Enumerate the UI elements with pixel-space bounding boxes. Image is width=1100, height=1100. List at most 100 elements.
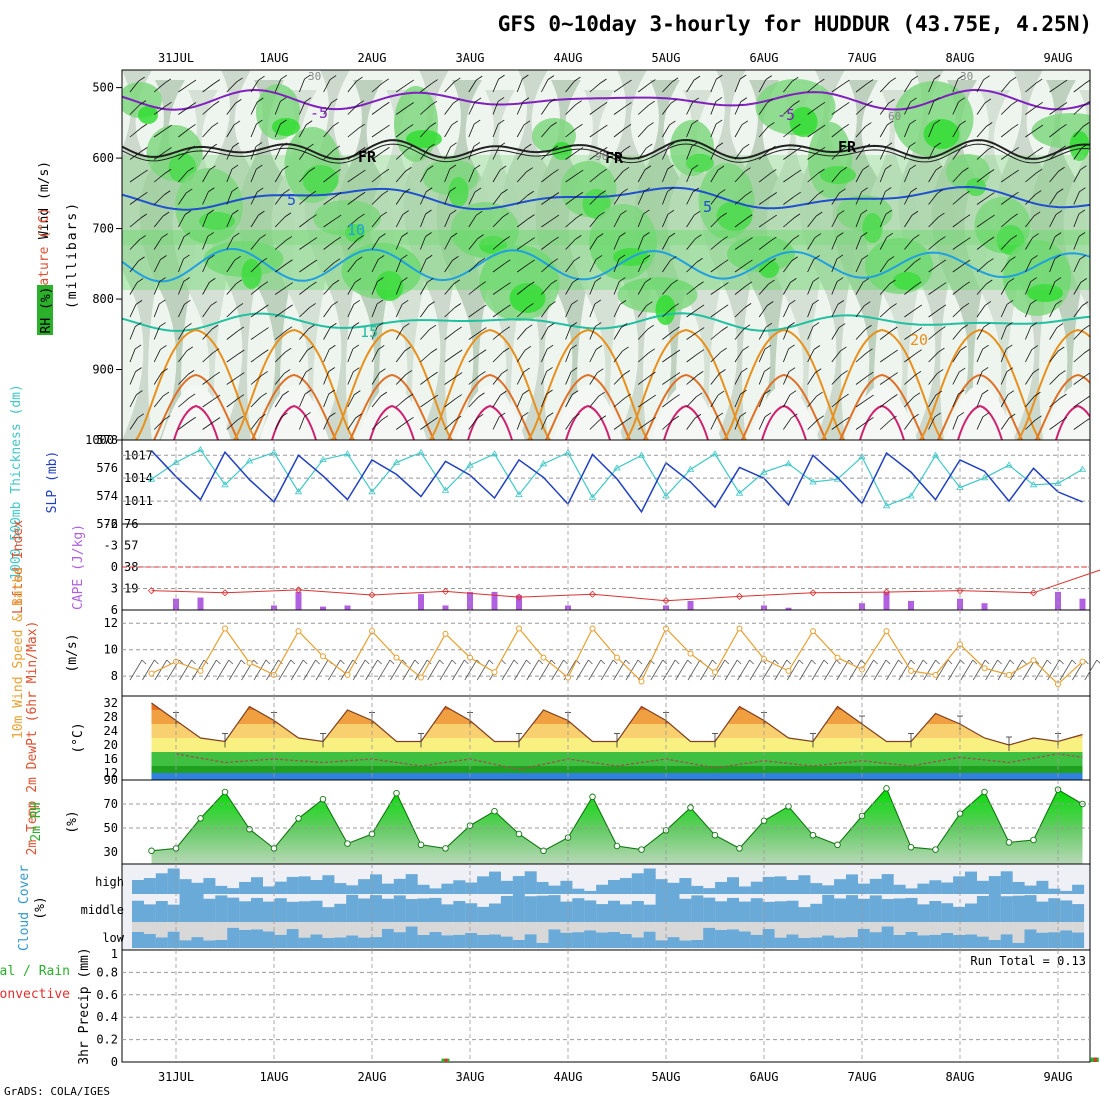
wind-barb-flag: [211, 122, 219, 128]
cloud-low-gap: [643, 922, 656, 932]
wind-barb-flag: [817, 190, 824, 195]
wind-barb-flag: [841, 370, 848, 375]
wind-barb: [879, 168, 886, 183]
wind-barb: [129, 282, 138, 295]
wind-speed-point: [344, 671, 351, 678]
wind-barb-flag: [1030, 277, 1037, 282]
wind-barb-flag: [1008, 413, 1016, 419]
wind-barb-flag: [306, 346, 314, 351]
wind-barb-flag: [637, 659, 643, 665]
wind-barbs: [129, 74, 1090, 430]
wind-barb: [855, 147, 865, 160]
contour-label: FR: [605, 149, 624, 167]
wind-barb: [468, 191, 476, 205]
wind-barb-flag: [513, 659, 519, 665]
wind-barb: [541, 240, 553, 250]
wind-barb: [952, 328, 963, 340]
wind-barb-flag: [479, 304, 487, 310]
wind-barb: [250, 79, 259, 93]
wind-barb-flag: [452, 256, 459, 261]
thickness-point: [196, 446, 205, 453]
cloud-low-gap: [322, 922, 335, 938]
cloud-column: [132, 900, 144, 922]
wind-barb: [734, 124, 743, 138]
wind-barb-flag: [284, 212, 292, 218]
wind-barb-flag: [898, 659, 903, 665]
cloud-low-gap: [465, 922, 478, 933]
rh-blob-strong: [138, 106, 158, 124]
wind-barb-flag: [770, 192, 777, 197]
wind-barb-flag: [673, 394, 680, 399]
wind-barb: [347, 217, 359, 228]
wind-barb: [952, 78, 959, 93]
wind-speed-point: [834, 654, 841, 661]
cape-bar: [785, 607, 792, 610]
wind-barb: [734, 307, 746, 318]
wind-barb: [1073, 259, 1081, 273]
cloud-column: [429, 897, 442, 922]
wind-barb-flag: [315, 659, 320, 665]
rh-point: [295, 815, 302, 822]
wind-barb: [541, 262, 553, 273]
wind-barb-flag: [165, 101, 172, 107]
wind-barb: [444, 103, 454, 115]
wind-barb-flag: [812, 277, 820, 282]
cloud-column: [929, 901, 942, 922]
wind-barb: [565, 195, 578, 205]
wind-barb-flag: [600, 78, 607, 84]
wind-barb-flag: [1059, 145, 1066, 151]
wind-barb: [1025, 128, 1038, 138]
wind-barb-flag: [1060, 102, 1068, 107]
wind-barb: [783, 417, 792, 430]
wind-barb: [1073, 213, 1080, 228]
cloud-column: [477, 876, 490, 894]
wind-barb-flag: [310, 259, 318, 265]
wind-barb: [390, 659, 403, 681]
wind-barb: [129, 260, 139, 273]
wind-barb-flag: [479, 281, 486, 287]
wind-barb-flag: [1079, 187, 1086, 193]
wind-barb-flag: [911, 75, 918, 81]
wind-barb: [831, 83, 844, 93]
wind-barb: [371, 151, 384, 160]
wind-barb-flag: [161, 233, 168, 239]
contour-minus5: [122, 88, 1090, 111]
wind-barb: [468, 261, 480, 273]
wind-barb-flag: [253, 659, 258, 665]
wind-barb: [371, 303, 378, 318]
precip-tick: 0: [111, 1055, 118, 1069]
cloud-column: [572, 888, 585, 894]
wind-barb: [831, 350, 841, 363]
wind-barb-flag: [885, 187, 892, 192]
cloud-column: [715, 881, 728, 894]
wind-barb: [1025, 259, 1032, 273]
wind-barb: [129, 417, 139, 430]
wind-barb-flag: [439, 659, 444, 665]
wind-barb: [786, 659, 800, 681]
wind-barb-flag: [527, 190, 534, 196]
cloud-column: [750, 898, 763, 922]
wind-barb: [395, 171, 406, 183]
wind-barb: [347, 173, 360, 183]
wind-barb-flag: [233, 232, 240, 238]
wind-barb: [997, 659, 1011, 681]
cloud-column: [988, 894, 1001, 922]
wind-barb-flag: [331, 301, 338, 306]
wind-barb-flag: [136, 390, 143, 395]
wind-barb-flag: [238, 372, 245, 377]
wind-barb-flag: [329, 412, 336, 418]
wind-barb: [516, 371, 525, 385]
wind-barb: [444, 419, 456, 430]
cloud-column: [976, 880, 989, 894]
wind-barb-flag: [1084, 372, 1090, 377]
wind-barb-flag: [1031, 255, 1038, 260]
wind-barb-flag: [164, 78, 172, 84]
wind-barb: [904, 331, 917, 340]
wind-barb-flag: [259, 234, 266, 239]
rh-point: [981, 788, 988, 796]
wind-barb-flag: [697, 304, 705, 310]
wind-barb-flag: [285, 326, 293, 332]
rh-point: [687, 804, 694, 811]
rh-tick: 50: [104, 821, 118, 835]
cloud-column: [738, 931, 751, 948]
